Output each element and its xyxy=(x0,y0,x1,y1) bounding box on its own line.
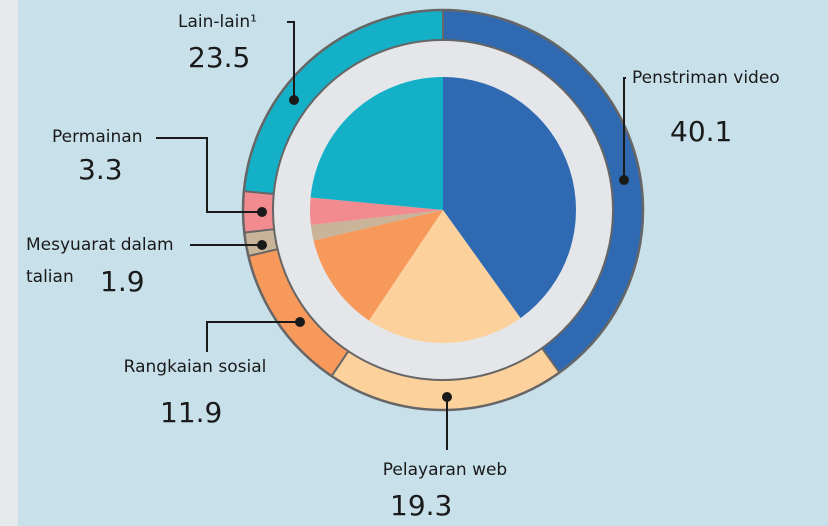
value-label: 3.3 xyxy=(78,153,123,186)
dot xyxy=(442,392,452,402)
dot xyxy=(289,95,299,105)
dot xyxy=(619,175,629,185)
pie-wedge xyxy=(368,210,521,343)
value-label: 19.3 xyxy=(390,489,453,522)
value-label: 1.9 xyxy=(100,265,145,298)
category-label: Pelayaran web xyxy=(382,460,508,480)
separator xyxy=(330,350,350,377)
ring-segment xyxy=(443,10,643,373)
leaders xyxy=(156,21,626,450)
pie-wedge xyxy=(310,77,443,210)
dot xyxy=(257,207,267,217)
category-label: Permainan xyxy=(52,127,143,147)
leader xyxy=(206,321,300,352)
category-label: Lain-lain¹ xyxy=(178,12,257,32)
category-label: Mesyuarat dalam talian xyxy=(26,235,174,287)
dot xyxy=(295,317,305,327)
value-label: 11.9 xyxy=(160,396,223,429)
category-label: Rangkaian sosial xyxy=(123,357,267,377)
leader xyxy=(156,137,262,213)
leader xyxy=(287,21,295,100)
inner-edge xyxy=(272,39,614,381)
dot xyxy=(257,240,267,250)
value-label: 23.5 xyxy=(188,41,251,74)
outer-edge xyxy=(241,8,645,412)
separator xyxy=(248,248,278,258)
separator xyxy=(243,190,274,195)
pie-wedge xyxy=(310,210,443,241)
ring-segment xyxy=(331,348,560,410)
pie-wedge xyxy=(313,210,443,321)
separator xyxy=(541,347,561,374)
pie-wedge xyxy=(310,197,443,226)
separator xyxy=(244,228,275,234)
value-label: 40.1 xyxy=(670,115,733,148)
category-label: Penstriman video xyxy=(632,68,780,88)
ring-segment xyxy=(243,10,443,195)
dots xyxy=(257,95,629,402)
pie-wedge xyxy=(443,77,577,319)
leader xyxy=(623,77,626,180)
ring-segment xyxy=(248,249,349,377)
side-strip xyxy=(0,0,18,526)
